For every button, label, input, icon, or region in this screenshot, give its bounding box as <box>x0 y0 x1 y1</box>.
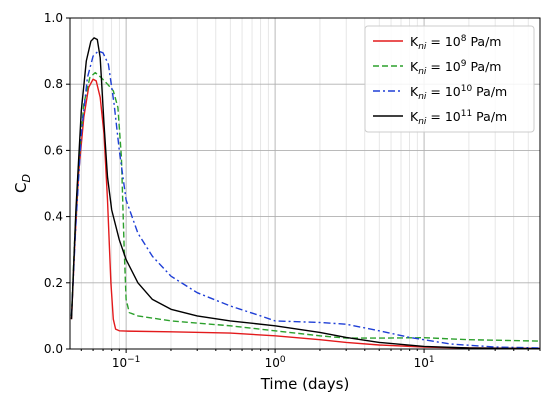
x-tick-label: 10−1 <box>112 355 141 370</box>
y-tick-label: 1.0 <box>44 11 63 25</box>
y-tick-label: 0.2 <box>44 276 63 290</box>
series-line-3 <box>70 50 540 349</box>
grid <box>70 17 541 350</box>
series-lines <box>70 37 540 349</box>
y-tick-label: 0.4 <box>44 210 63 224</box>
x-tick-label: 101 <box>414 355 435 370</box>
y-axis-label: CD <box>12 174 33 193</box>
legend-box <box>364 25 535 133</box>
series-line-4 <box>70 37 540 349</box>
y-tick-label: 0.6 <box>44 143 63 157</box>
legend-label-2: Kni = 109 Pa/m <box>410 59 501 77</box>
y-tick-label: 0.8 <box>44 77 63 91</box>
legend: Kni = 108 Pa/m Kni = 109 Pa/m Kni = 1010 P… <box>364 25 535 133</box>
legend-label-1: Kni = 108 Pa/m <box>410 34 501 52</box>
series-line-2 <box>70 71 540 342</box>
y-tick-label: 0.0 <box>44 342 63 356</box>
x-tick-label: 100 <box>265 355 286 370</box>
plot-frame <box>69 17 541 350</box>
x-axis-label: Time (days) <box>260 375 350 393</box>
legend-label-4: Kni = 1011 Pa/m <box>410 109 507 127</box>
series-line-1 <box>70 78 540 349</box>
axis-labels: Time (days) CD <box>12 174 349 393</box>
legend-label-3: Kni = 1010 Pa/m <box>410 84 507 102</box>
axis-ticks: 0.0 0.2 0.4 0.6 0.8 1.0 10−1 100 101 <box>44 11 541 370</box>
